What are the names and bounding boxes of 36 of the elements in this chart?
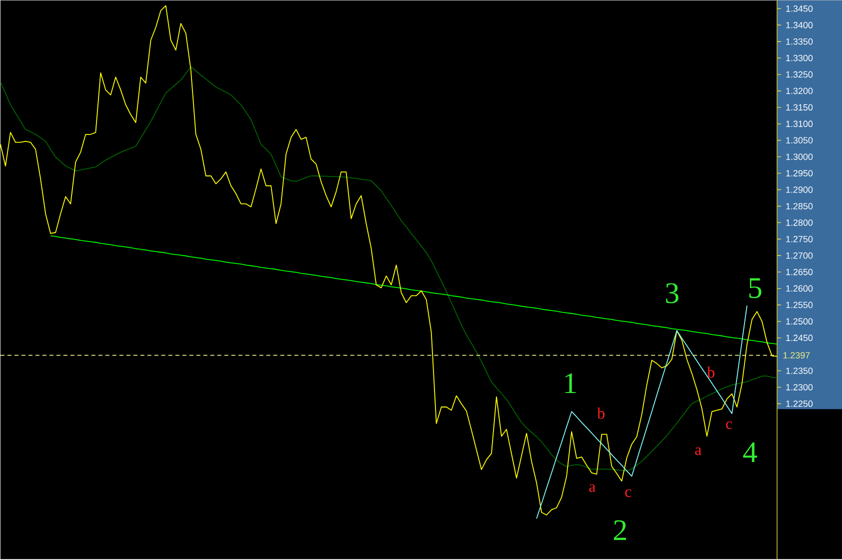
y-tick-label: 1.3250 [786,72,813,78]
y-tick-label: 1.2250 [786,400,813,408]
y-tick-label: 1.2600 [786,286,813,292]
y-tick-label: 1.3000 [786,154,813,160]
y-tick-label: 1.3450 [786,6,813,12]
y-tick-label: 1.2700 [786,252,813,259]
y-tick-label: 1.2950 [786,170,813,177]
y-tick-label: 1.3300 [786,55,813,62]
annotation: c [625,490,632,498]
annotation: 4 [743,442,758,462]
annotation: 2 [614,520,626,540]
annotation: a [589,484,596,492]
annotation: 1 [565,374,576,394]
annotation: c [726,422,732,430]
y-tick-label: 1.3400 [786,22,813,29]
annotation: b [597,408,605,420]
y-tick-label: 1.3150 [786,104,813,111]
y-tick-label: 1.2350 [786,368,813,374]
ref-line-label: 1.2397 [783,352,810,359]
annotation: b [707,366,714,378]
y-tick-label: 1.2500 [786,318,813,325]
annotation: 5 [749,278,762,298]
y-tick-label: 1.3200 [786,88,813,94]
y-tick-label: 1.2900 [786,186,813,194]
y-tick-label: 1.2300 [786,384,813,391]
annotation: a [695,448,702,456]
y-tick-label: 1.2650 [786,269,813,276]
annotation: 3 [666,283,678,304]
y-tick-label: 1.3100 [786,120,813,128]
y-tick-label: 1.2800 [786,220,813,226]
y-tick-label: 1.2450 [786,334,813,342]
y-tick-label: 1.2750 [786,236,813,243]
y-tick-label: 1.3050 [786,137,813,144]
y-tick-label: 1.2550 [786,302,813,308]
y-tick-label: 1.3350 [786,38,813,45]
y-tick-label: 1.2850 [786,203,813,210]
